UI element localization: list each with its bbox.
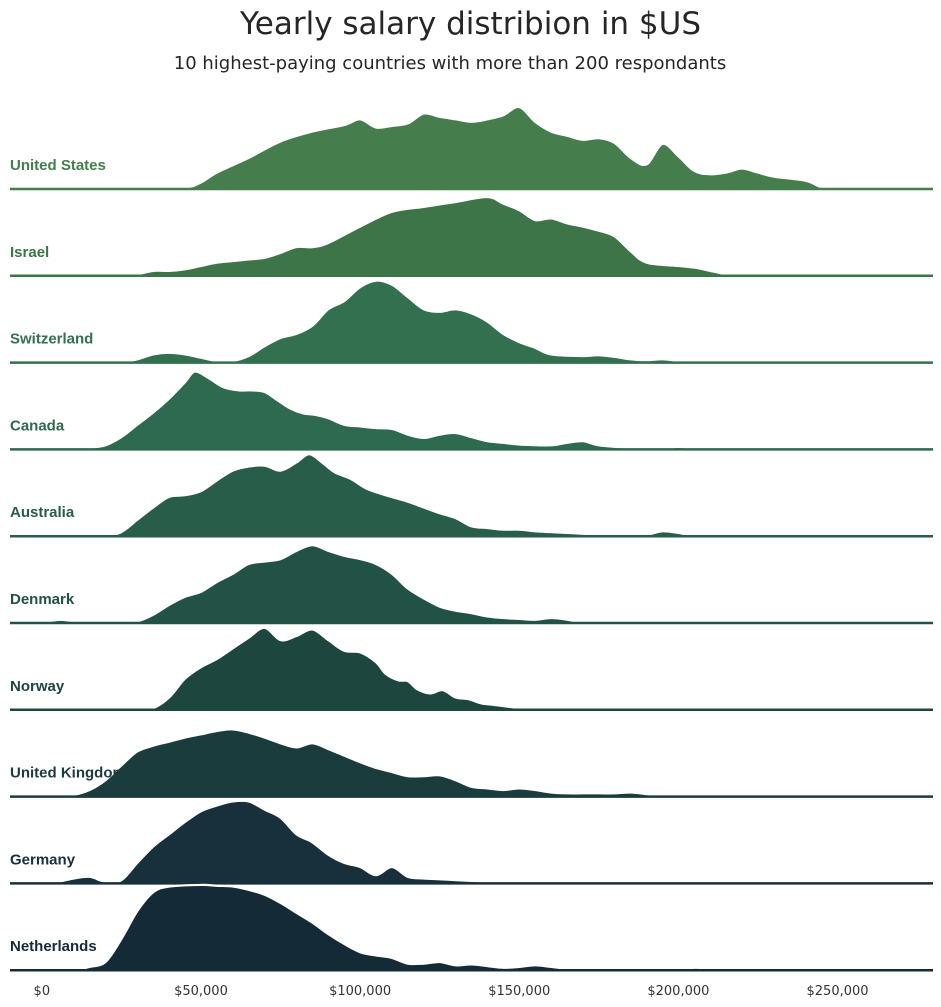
ridge-germany: Germany <box>9 799 933 885</box>
ridge-israel: Israel <box>10 195 933 278</box>
country-label-norway: Norway <box>10 678 65 695</box>
country-label-united-kingdom: United Kingdom <box>10 765 126 782</box>
chart-subtitle: 10 highest-paying countries with more th… <box>173 53 727 74</box>
x-axis-ticks: $0 $50,000 $100,000 $150,000 $200,000 $250,00… <box>34 984 869 999</box>
ridge-norway: Norway <box>10 626 933 712</box>
ridge-denmark: Denmark <box>10 544 933 625</box>
density-area-united-states <box>137 106 838 189</box>
ridge-switzerland: Switzerland <box>10 279 933 364</box>
density-area-norway <box>137 627 526 710</box>
density-outline-switzerland <box>121 279 695 364</box>
x-tick-label: $200,000 <box>647 984 709 999</box>
density-outline-norway <box>137 626 526 711</box>
density-outline-israel <box>121 195 743 277</box>
country-label-switzerland: Switzerland <box>10 331 93 348</box>
density-area-australia <box>105 454 695 537</box>
x-tick-label: $250,000 <box>807 984 869 999</box>
density-outline-canada <box>73 370 711 451</box>
density-outline-australia <box>105 453 695 538</box>
chart-title: Yearly salary distribion in $US <box>239 6 702 42</box>
ridge-canada: Canada <box>10 370 933 451</box>
x-tick-label: $0 <box>34 984 51 999</box>
ridge-australia: Australia <box>10 453 933 538</box>
ridge-netherlands: Netherlands <box>10 883 933 972</box>
density-outline-germany <box>9 799 583 885</box>
density-outline-united-kingdom <box>57 728 663 798</box>
country-label-denmark: Denmark <box>10 591 75 608</box>
ridge-united-states: United States <box>10 105 933 191</box>
x-tick-label: $150,000 <box>488 984 550 999</box>
x-tick-label: $100,000 <box>329 984 391 999</box>
density-area-germany <box>10 800 583 884</box>
density-area-netherlands <box>25 884 727 971</box>
ridge-united-kingdom: United Kingdom <box>10 728 933 798</box>
density-area-switzerland <box>121 280 695 363</box>
country-label-canada: Canada <box>10 417 65 434</box>
density-area-canada <box>73 371 711 450</box>
density-area-denmark <box>35 545 583 624</box>
country-label-germany: Germany <box>10 851 76 868</box>
country-label-israel: Israel <box>10 244 49 261</box>
country-label-united-states: United States <box>10 157 106 174</box>
density-area-israel <box>121 197 743 276</box>
x-tick-label: $50,000 <box>174 984 228 999</box>
ridge-rows: United States Israel Switzerland Canada Aust… <box>9 105 933 972</box>
country-label-netherlands: Netherlands <box>10 938 97 955</box>
density-outline-united-states <box>137 105 838 191</box>
country-label-australia: Australia <box>10 504 75 521</box>
